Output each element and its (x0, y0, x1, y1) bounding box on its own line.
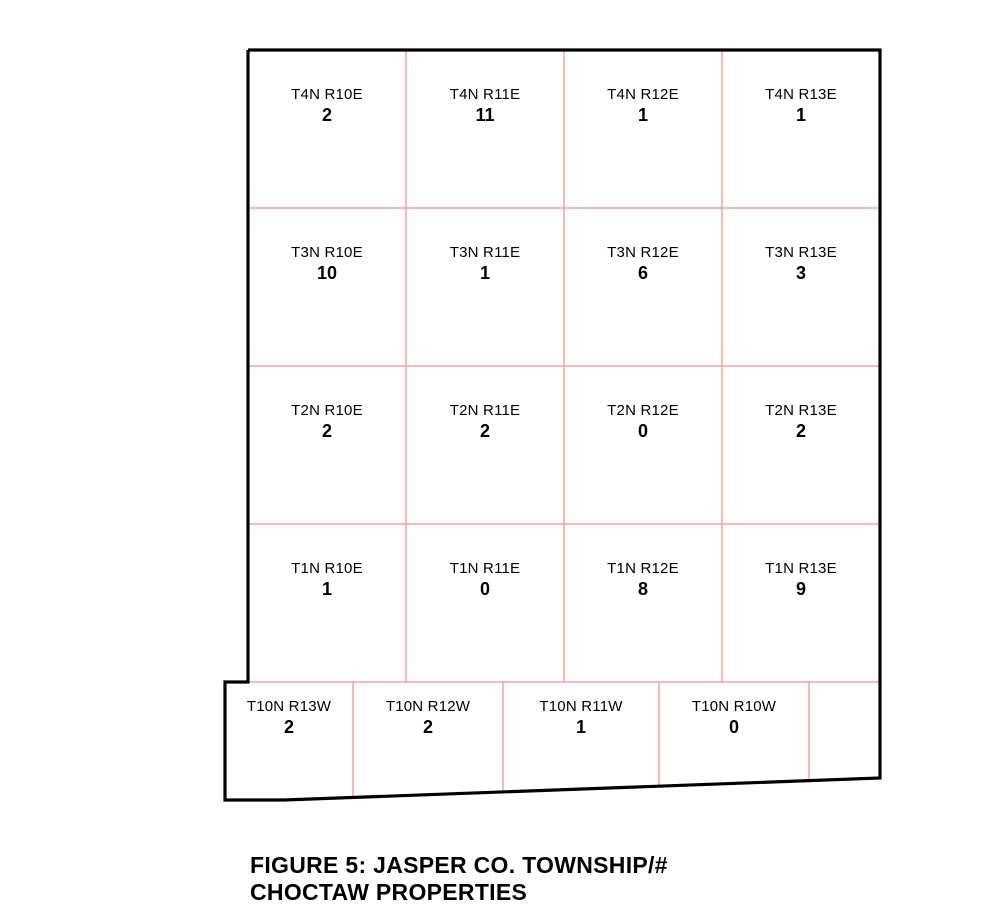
township-cell: T3N R13E 3 (765, 244, 837, 284)
township-count: 2 (386, 717, 470, 738)
township-cell: T4N R11E 11 (450, 86, 521, 126)
township-count: 2 (450, 421, 521, 442)
township-label: T3N R12E (607, 244, 679, 261)
township-label: T2N R13E (765, 402, 837, 419)
township-label: T4N R13E (765, 86, 837, 103)
township-cell: T3N R11E 1 (450, 244, 521, 284)
township-count: 0 (450, 579, 521, 600)
township-count: 10 (291, 263, 363, 284)
township-count: 1 (765, 105, 837, 126)
township-count: 11 (450, 105, 521, 126)
township-label: T10N R12W (386, 698, 470, 715)
township-label: T2N R10E (291, 402, 363, 419)
township-count: 2 (291, 105, 363, 126)
township-label: T1N R13E (765, 560, 837, 577)
figure-stage: T4N R10E2T4N R11E11T4N R12E1T4N R13E1T3N… (0, 0, 1000, 900)
township-label: T10N R13W (247, 698, 331, 715)
township-cell: T10N R11W 1 (539, 698, 622, 738)
township-cell: T10N R13W 2 (247, 698, 331, 738)
township-cell: T2N R12E 0 (607, 402, 679, 442)
township-cell: T2N R10E 2 (291, 402, 363, 442)
township-cell: T10N R12W 2 (386, 698, 470, 738)
township-count: 0 (607, 421, 679, 442)
township-count: 2 (291, 421, 363, 442)
township-label: T1N R10E (291, 560, 363, 577)
township-cell: T3N R10E 10 (291, 244, 363, 284)
township-count: 1 (539, 717, 622, 738)
township-count: 2 (247, 717, 331, 738)
township-label: T2N R11E (450, 402, 521, 419)
township-cell: T3N R12E 6 (607, 244, 679, 284)
township-label: T3N R13E (765, 244, 837, 261)
township-cell: T1N R11E 0 (450, 560, 521, 600)
township-cell: T1N R12E 8 (607, 560, 679, 600)
township-count: 9 (765, 579, 837, 600)
township-label: T1N R11E (450, 560, 521, 577)
township-cell: T4N R13E 1 (765, 86, 837, 126)
township-label: T1N R12E (607, 560, 679, 577)
figure-caption: FIGURE 5: JASPER CO. TOWNSHIP/# CHOCTAW … (250, 852, 750, 906)
township-label: T4N R11E (450, 86, 521, 103)
township-label: T2N R12E (607, 402, 679, 419)
township-label: T3N R11E (450, 244, 521, 261)
township-grid-svg (0, 0, 1000, 900)
township-cell: T1N R13E 9 (765, 560, 837, 600)
township-cell: T2N R11E 2 (450, 402, 521, 442)
township-count: 1 (607, 105, 679, 126)
township-label: T10N R11W (539, 698, 622, 715)
township-count: 1 (291, 579, 363, 600)
township-label: T4N R10E (291, 86, 363, 103)
township-count: 6 (607, 263, 679, 284)
township-count: 2 (765, 421, 837, 442)
township-cell: T10N R10W 0 (692, 698, 776, 738)
township-count: 3 (765, 263, 837, 284)
township-label: T3N R10E (291, 244, 363, 261)
township-cell: T4N R10E 2 (291, 86, 363, 126)
township-cell: T2N R13E 2 (765, 402, 837, 442)
township-label: T10N R10W (692, 698, 776, 715)
township-count: 0 (692, 717, 776, 738)
township-cell: T4N R12E 1 (607, 86, 679, 126)
township-count: 8 (607, 579, 679, 600)
township-count: 1 (450, 263, 521, 284)
township-cell: T1N R10E 1 (291, 560, 363, 600)
township-label: T4N R12E (607, 86, 679, 103)
